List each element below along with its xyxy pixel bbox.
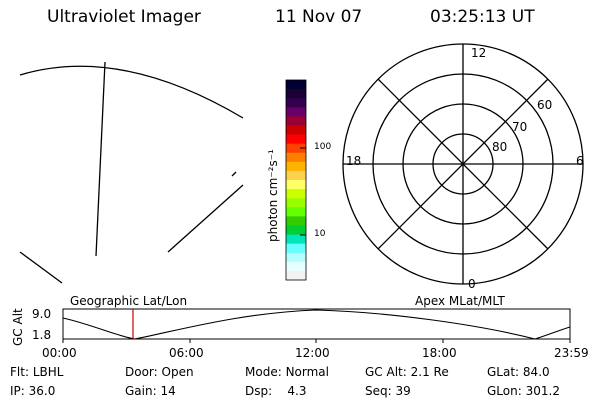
x-tick-1200: 12:00 xyxy=(295,346,330,360)
colorbar-cell xyxy=(286,261,306,272)
colorbar-cell xyxy=(286,116,306,126)
mlt-label-0: 0 xyxy=(468,277,476,291)
colorbar-cell xyxy=(286,125,306,136)
colorbar-cell xyxy=(286,80,306,90)
date-label: 11 Nov 07 xyxy=(275,7,363,27)
colorbar-cell xyxy=(286,225,306,236)
mlt-label-18: 18 xyxy=(346,154,362,168)
status-gain: Gain: 14 xyxy=(125,384,176,398)
map-meridian-line xyxy=(95,61,106,257)
apex-mlat-mlt-label: Apex MLat/MLT xyxy=(415,294,505,308)
y-tick-1-8: 1.8 xyxy=(32,328,52,342)
colorbar-cell xyxy=(286,207,306,217)
colorbar-tick-10: 10 xyxy=(314,229,326,239)
colorbar-cell xyxy=(286,98,306,108)
mlt-label-12: 12 xyxy=(471,46,487,60)
time-label: 03:25:13 UT xyxy=(430,7,535,27)
instrument-title: Ultraviolet Imager xyxy=(47,7,201,27)
colorbar-cell xyxy=(286,243,306,254)
status-ip: IP: 36.0 xyxy=(10,384,56,398)
x-tick-0600: 06:00 xyxy=(169,346,204,360)
status-door: Door: Open xyxy=(125,365,194,379)
colorbar-cell xyxy=(286,216,306,226)
colorbar-cell xyxy=(286,143,306,154)
colorbar-cell xyxy=(286,189,306,199)
x-tick-0000: 00:00 xyxy=(42,346,77,360)
colorbar-cell xyxy=(286,134,306,145)
status-flt: Flt: LBHL xyxy=(10,365,64,379)
y-tick-9: 9.0 xyxy=(32,307,52,321)
x-tick-2359: 23:59 xyxy=(554,346,589,360)
colorbar-cell xyxy=(286,198,306,208)
colorbar-cell xyxy=(286,270,306,281)
map-coast-line-1 xyxy=(167,184,244,253)
status-dsp: Dsp: 4.3 xyxy=(245,384,307,398)
lat-label-60: 60 xyxy=(537,98,553,112)
map-limb-arc xyxy=(19,65,244,119)
colorbar-cell xyxy=(286,161,306,172)
lat-label-70: 70 xyxy=(512,120,528,134)
status-glat: GLat: 84.0 xyxy=(487,365,550,379)
colorbar-cell xyxy=(286,89,306,99)
lat-label-80: 80 xyxy=(492,140,508,154)
colorbar-cell xyxy=(286,252,306,263)
altitude-curve xyxy=(62,309,571,340)
colorbar-cell xyxy=(286,180,306,190)
map-coast-line-2 xyxy=(231,171,237,177)
colorbar-cell xyxy=(286,152,306,163)
status-gc-alt: GC Alt: 2.1 Re xyxy=(365,365,449,379)
colorbar-cell xyxy=(286,234,306,245)
mlt-label-6: 6 xyxy=(576,154,584,168)
status-glon: GLon: 301.2 xyxy=(487,384,560,398)
x-tick-1800: 18:00 xyxy=(422,346,457,360)
geographic-latlon-label: Geographic Lat/Lon xyxy=(70,294,188,308)
status-mode: Mode: Normal xyxy=(245,365,329,379)
colorbar-cell xyxy=(286,170,306,181)
status-seq: Seq: 39 xyxy=(365,384,411,398)
colorbar-tick-100: 100 xyxy=(314,142,332,152)
colorbar-cell xyxy=(286,107,306,117)
map-coast-line-3 xyxy=(19,251,63,284)
